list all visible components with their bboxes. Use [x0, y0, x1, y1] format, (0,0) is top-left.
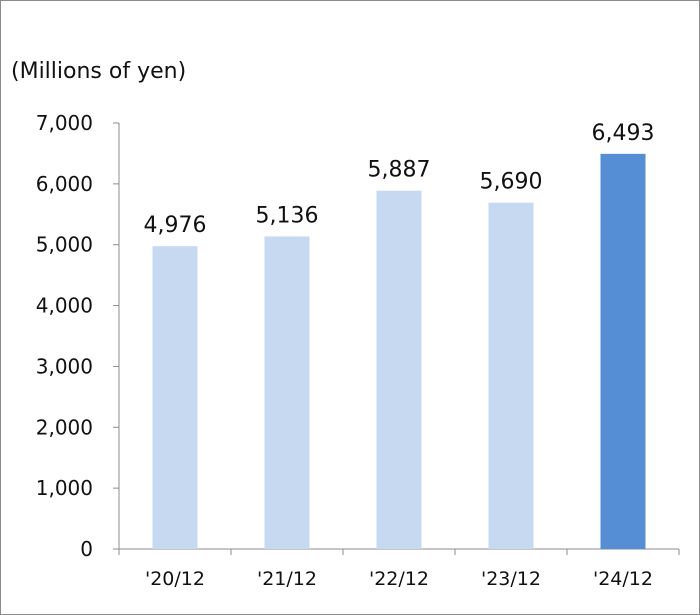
- y-tick-label: 0: [80, 537, 93, 561]
- bar: [264, 236, 310, 549]
- x-category-label: '21/12: [257, 568, 317, 590]
- y-tick-label: 5,000: [36, 233, 93, 257]
- y-tick-label: 7,000: [36, 111, 93, 135]
- x-category-label: '24/12: [593, 568, 653, 590]
- y-tick-label: 1,000: [36, 476, 93, 500]
- bar: [488, 202, 534, 550]
- bar-value-label: 5,887: [368, 158, 431, 183]
- bar-value-label: 6,493: [592, 121, 655, 146]
- y-tick-label: 3,000: [36, 354, 93, 378]
- x-category-label: '22/12: [369, 568, 429, 590]
- bar: [376, 190, 422, 549]
- bar: [152, 246, 198, 549]
- y-axis-unit-label: (Millions of yen): [11, 59, 187, 84]
- x-category-label: '23/12: [481, 568, 541, 590]
- bar: [600, 153, 646, 550]
- bar-value-label: 5,690: [480, 170, 543, 195]
- bar-value-label: 5,136: [256, 203, 319, 228]
- y-tick-label: 4,000: [36, 294, 93, 318]
- bar-value-label: 4,976: [144, 213, 207, 238]
- y-tick-label: 6,000: [36, 172, 93, 196]
- x-category-label: '20/12: [145, 568, 205, 590]
- y-tick-label: 2,000: [36, 415, 93, 439]
